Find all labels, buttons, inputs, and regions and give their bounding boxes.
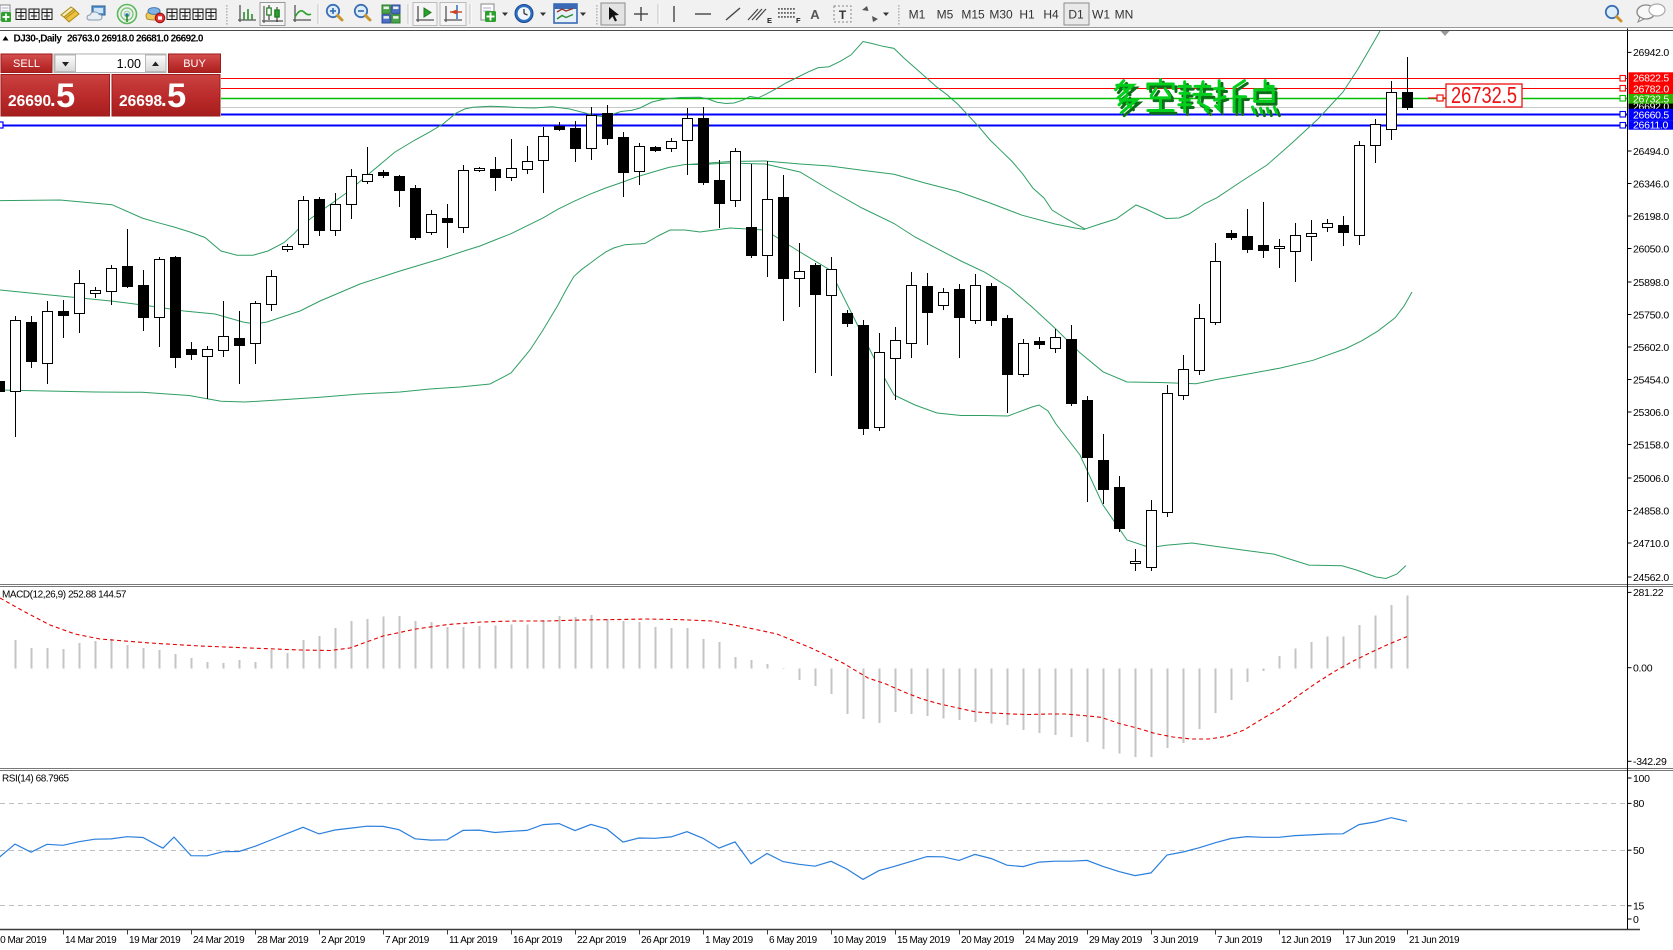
svg-text:M1: M1 — [909, 8, 926, 22]
svg-text:M15: M15 — [961, 8, 985, 22]
svg-text:26050.0: 26050.0 — [1633, 243, 1669, 255]
svg-text:21 Jun 2019: 21 Jun 2019 — [1409, 935, 1460, 946]
svg-text:F: F — [796, 16, 801, 25]
svg-text:26198.0: 26198.0 — [1633, 211, 1669, 223]
svg-text:26763.0 26918.0 26681.0 26692.: 26763.0 26918.0 26681.0 26692.0 — [67, 34, 204, 45]
svg-text:W1: W1 — [1092, 8, 1110, 22]
svg-text:50: 50 — [1633, 845, 1645, 857]
svg-text:26611.0: 26611.0 — [1633, 120, 1669, 132]
svg-text:25454.0: 25454.0 — [1633, 374, 1669, 386]
svg-text:H1: H1 — [1019, 8, 1035, 22]
svg-text:26732.5: 26732.5 — [1451, 82, 1517, 108]
svg-text:24710.0: 24710.0 — [1633, 538, 1669, 550]
svg-text:MN: MN — [1115, 8, 1134, 22]
svg-text:26822.5: 26822.5 — [1633, 73, 1669, 85]
svg-text:SELL: SELL — [13, 58, 40, 70]
svg-text:28 Mar 2019: 28 Mar 2019 — [257, 935, 309, 946]
svg-text:RSI(14) 68.7965: RSI(14) 68.7965 — [2, 774, 70, 785]
svg-text:7 Apr 2019: 7 Apr 2019 — [385, 935, 430, 946]
svg-text:26346.0: 26346.0 — [1633, 178, 1669, 190]
svg-text:3 Jun 2019: 3 Jun 2019 — [1153, 935, 1199, 946]
svg-text:25158.0: 25158.0 — [1633, 439, 1669, 451]
svg-text:1 May 2019: 1 May 2019 — [705, 935, 754, 946]
svg-text:26 Apr 2019: 26 Apr 2019 — [641, 935, 691, 946]
svg-text:1.00: 1.00 — [117, 57, 141, 71]
svg-text:7 Jun 2019: 7 Jun 2019 — [1217, 935, 1263, 946]
svg-text:24 Mar 2019: 24 Mar 2019 — [193, 935, 245, 946]
svg-text:24 May 2019: 24 May 2019 — [1025, 935, 1079, 946]
svg-text:26660.5: 26660.5 — [1633, 109, 1669, 121]
svg-text:17 Jun 2019: 17 Jun 2019 — [1345, 935, 1396, 946]
svg-text:80: 80 — [1633, 798, 1645, 810]
svg-text:281.22: 281.22 — [1633, 587, 1664, 599]
svg-text:25898.0: 25898.0 — [1633, 277, 1669, 289]
svg-text:25602.0: 25602.0 — [1633, 342, 1669, 354]
svg-text:T: T — [839, 8, 847, 22]
svg-text:100: 100 — [1633, 773, 1650, 785]
svg-text:0: 0 — [1633, 914, 1639, 926]
svg-text:16 Apr 2019: 16 Apr 2019 — [513, 935, 563, 946]
svg-text:E: E — [767, 16, 772, 25]
svg-text:15 May 2019: 15 May 2019 — [897, 935, 951, 946]
svg-text:BUY: BUY — [183, 58, 206, 70]
svg-text:10 May 2019: 10 May 2019 — [833, 935, 887, 946]
svg-text:25750.0: 25750.0 — [1633, 309, 1669, 321]
svg-text:24562.0: 24562.0 — [1633, 572, 1669, 584]
svg-text:29 May 2019: 29 May 2019 — [1089, 935, 1143, 946]
svg-text:-342.29: -342.29 — [1633, 756, 1667, 768]
svg-text:26690: 26690 — [8, 93, 51, 110]
svg-text:25006.0: 25006.0 — [1633, 473, 1669, 485]
svg-text:DJ30-,Daily: DJ30-,Daily — [14, 34, 63, 45]
svg-text:5: 5 — [167, 77, 186, 115]
svg-text:H4: H4 — [1043, 8, 1059, 22]
svg-text:5: 5 — [56, 77, 75, 115]
svg-text:10 Mar 2019: 10 Mar 2019 — [0, 935, 47, 946]
svg-text:26782.0: 26782.0 — [1633, 84, 1669, 96]
svg-text:MACD(12,26,9) 252.88 144.57: MACD(12,26,9) 252.88 144.57 — [2, 590, 127, 601]
svg-text:19 Mar 2019: 19 Mar 2019 — [129, 935, 181, 946]
svg-text:20 May 2019: 20 May 2019 — [961, 935, 1015, 946]
svg-text:26698: 26698 — [119, 93, 162, 110]
svg-text:0.00: 0.00 — [1633, 663, 1653, 675]
svg-text:M30: M30 — [989, 8, 1013, 22]
svg-text:26732.5: 26732.5 — [1633, 94, 1669, 106]
svg-text:12 Jun 2019: 12 Jun 2019 — [1281, 935, 1332, 946]
svg-text:25306.0: 25306.0 — [1633, 407, 1669, 419]
svg-text:26942.0: 26942.0 — [1633, 47, 1669, 59]
svg-text:M5: M5 — [937, 8, 954, 22]
svg-text:26494.0: 26494.0 — [1633, 146, 1669, 158]
svg-text:24858.0: 24858.0 — [1633, 505, 1669, 517]
svg-text:11 Apr 2019: 11 Apr 2019 — [449, 935, 498, 946]
svg-text:6 May 2019: 6 May 2019 — [769, 935, 818, 946]
svg-text:2 Apr 2019: 2 Apr 2019 — [321, 935, 366, 946]
svg-text:A: A — [810, 7, 820, 22]
svg-text:.: . — [161, 89, 167, 111]
svg-text:.: . — [50, 89, 56, 111]
svg-text:22 Apr 2019: 22 Apr 2019 — [577, 935, 627, 946]
svg-text:D1: D1 — [1068, 8, 1084, 22]
svg-text:15: 15 — [1633, 901, 1645, 913]
svg-text:14 Mar 2019: 14 Mar 2019 — [65, 935, 117, 946]
